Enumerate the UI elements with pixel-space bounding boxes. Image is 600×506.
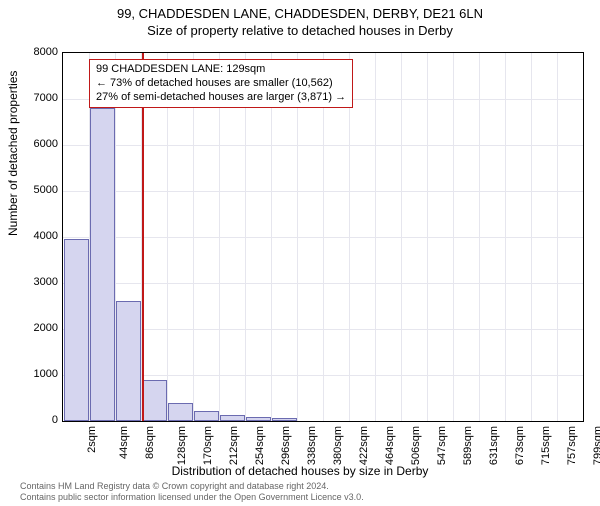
histogram-bar	[272, 418, 297, 421]
y-tick-label: 5000	[18, 184, 58, 196]
y-tick-label: 4000	[18, 230, 58, 242]
gridline-vertical	[557, 53, 558, 421]
x-tick-label: 757sqm	[566, 426, 578, 465]
annotation-line2: ← 73% of detached houses are smaller (10…	[96, 77, 346, 91]
gridline-vertical	[401, 53, 402, 421]
footer-line1: Contains HM Land Registry data © Crown c…	[20, 481, 364, 492]
gridline-vertical	[479, 53, 480, 421]
chart-title-address: 99, CHADDESDEN LANE, CHADDESDEN, DERBY, …	[0, 6, 600, 21]
y-tick-label: 2000	[18, 322, 58, 334]
x-tick-label: 128sqm	[176, 426, 188, 465]
histogram-bar	[90, 108, 115, 421]
x-tick-label: 170sqm	[202, 426, 214, 465]
x-tick-label: 673sqm	[514, 426, 526, 465]
y-tick-label: 8000	[18, 46, 58, 58]
gridline-vertical	[453, 53, 454, 421]
x-tick-label: 589sqm	[462, 426, 474, 465]
histogram-bar	[246, 417, 271, 421]
y-tick-label: 1000	[18, 368, 58, 380]
x-tick-label: 547sqm	[436, 426, 448, 465]
x-tick-label: 44sqm	[118, 426, 130, 459]
x-tick-label: 422sqm	[358, 426, 370, 465]
footer-line2: Contains public sector information licen…	[20, 492, 364, 503]
gridline-vertical	[531, 53, 532, 421]
x-axis-label: Distribution of detached houses by size …	[0, 464, 600, 478]
chart-plot-area: 99 CHADDESDEN LANE: 129sqm← 73% of detac…	[62, 52, 584, 422]
y-tick-label: 3000	[18, 276, 58, 288]
x-tick-label: 296sqm	[280, 426, 292, 465]
gridline-vertical	[505, 53, 506, 421]
x-tick-label: 631sqm	[488, 426, 500, 465]
x-tick-label: 464sqm	[384, 426, 396, 465]
x-tick-label: 338sqm	[306, 426, 318, 465]
x-tick-label: 799sqm	[592, 426, 600, 465]
gridline-vertical	[375, 53, 376, 421]
histogram-bar	[142, 380, 167, 421]
x-tick-label: 506sqm	[410, 426, 422, 465]
y-tick-label: 7000	[18, 92, 58, 104]
gridline-vertical	[427, 53, 428, 421]
histogram-bar	[220, 415, 245, 421]
chart-title-subtitle: Size of property relative to detached ho…	[0, 23, 600, 38]
histogram-bar	[194, 411, 219, 421]
x-tick-label: 380sqm	[332, 426, 344, 465]
histogram-bar	[116, 301, 141, 421]
histogram-bar	[64, 239, 89, 421]
y-tick-label: 0	[18, 414, 58, 426]
x-tick-label: 212sqm	[228, 426, 240, 465]
y-tick-label: 6000	[18, 138, 58, 150]
x-tick-label: 86sqm	[144, 426, 156, 459]
x-tick-label: 254sqm	[254, 426, 266, 465]
histogram-bar	[168, 403, 193, 421]
x-tick-label: 715sqm	[540, 426, 552, 465]
annotation-box: 99 CHADDESDEN LANE: 129sqm← 73% of detac…	[89, 59, 353, 108]
annotation-line1: 99 CHADDESDEN LANE: 129sqm	[96, 63, 346, 77]
x-tick-label: 2sqm	[86, 426, 98, 453]
annotation-line3: 27% of semi-detached houses are larger (…	[96, 91, 346, 105]
